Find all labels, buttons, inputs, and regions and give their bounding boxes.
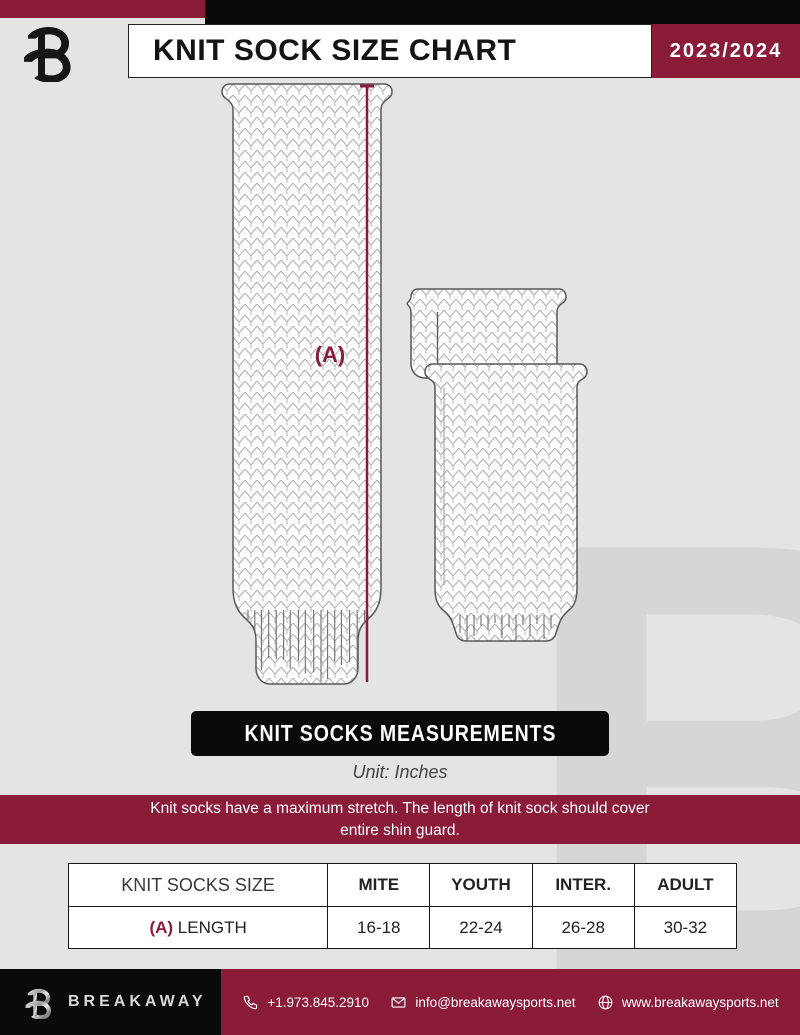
svg-text:(A): (A) [315, 342, 346, 367]
